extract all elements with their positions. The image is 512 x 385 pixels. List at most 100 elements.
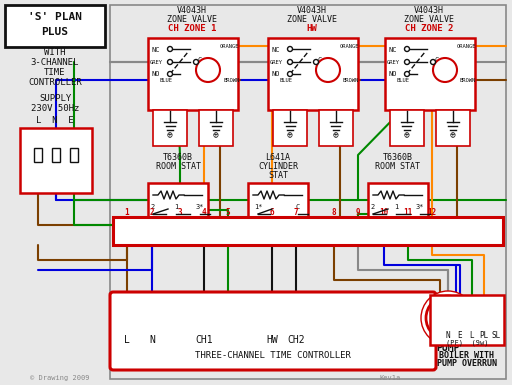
Circle shape bbox=[371, 212, 375, 216]
Circle shape bbox=[294, 325, 298, 329]
Text: ⊕: ⊕ bbox=[450, 130, 456, 140]
Circle shape bbox=[446, 310, 450, 314]
Circle shape bbox=[199, 233, 209, 243]
Bar bbox=[268, 38, 358, 110]
Text: NC: NC bbox=[389, 47, 397, 53]
Circle shape bbox=[468, 304, 476, 312]
Circle shape bbox=[70, 134, 78, 142]
Bar bbox=[113, 217, 503, 245]
Text: 3*: 3* bbox=[196, 204, 204, 210]
Circle shape bbox=[470, 306, 474, 310]
Text: PUMP: PUMP bbox=[436, 343, 460, 353]
Text: T6360B: T6360B bbox=[163, 152, 193, 161]
Text: ROOM STAT: ROOM STAT bbox=[375, 161, 420, 171]
Circle shape bbox=[33, 179, 42, 187]
Circle shape bbox=[421, 291, 475, 345]
Circle shape bbox=[430, 223, 434, 227]
Text: © Drawing 2009: © Drawing 2009 bbox=[30, 375, 90, 381]
Circle shape bbox=[54, 168, 58, 172]
Circle shape bbox=[223, 233, 233, 243]
Bar bbox=[70, 148, 78, 162]
Circle shape bbox=[223, 219, 233, 231]
Text: 3-CHANNEL: 3-CHANNEL bbox=[31, 57, 79, 67]
Circle shape bbox=[167, 60, 173, 65]
Text: T6360B: T6360B bbox=[383, 152, 413, 161]
Circle shape bbox=[199, 306, 209, 318]
Circle shape bbox=[72, 136, 76, 140]
Text: NO: NO bbox=[389, 71, 397, 77]
Circle shape bbox=[54, 136, 58, 140]
Text: CH2: CH2 bbox=[287, 335, 305, 345]
Text: ORANGE: ORANGE bbox=[457, 44, 477, 49]
Text: C: C bbox=[435, 57, 439, 63]
Text: 7: 7 bbox=[294, 208, 298, 216]
Circle shape bbox=[352, 219, 364, 231]
Circle shape bbox=[294, 223, 298, 227]
Text: L: L bbox=[454, 318, 458, 328]
Text: 1*: 1* bbox=[254, 204, 262, 210]
Text: C: C bbox=[198, 57, 202, 63]
Text: NC: NC bbox=[272, 47, 280, 53]
Circle shape bbox=[199, 321, 209, 333]
Circle shape bbox=[70, 179, 78, 187]
Text: 2: 2 bbox=[151, 204, 155, 210]
Circle shape bbox=[33, 134, 42, 142]
Bar bbox=[390, 110, 424, 146]
Text: PL: PL bbox=[479, 330, 488, 340]
Circle shape bbox=[196, 210, 204, 218]
Circle shape bbox=[382, 236, 386, 240]
Bar bbox=[273, 110, 307, 146]
Text: CYLINDER: CYLINDER bbox=[258, 161, 298, 171]
Circle shape bbox=[121, 321, 133, 333]
Text: 3*: 3* bbox=[416, 204, 424, 210]
Circle shape bbox=[426, 219, 437, 231]
Circle shape bbox=[146, 306, 158, 318]
Text: 11: 11 bbox=[403, 208, 413, 216]
Text: CH ZONE 2: CH ZONE 2 bbox=[405, 23, 453, 32]
Circle shape bbox=[121, 219, 133, 231]
Text: CONTROLLER: CONTROLLER bbox=[28, 77, 82, 87]
Text: NC: NC bbox=[152, 47, 160, 53]
Circle shape bbox=[431, 60, 436, 65]
Text: TIME: TIME bbox=[44, 67, 66, 77]
Text: GREY: GREY bbox=[387, 60, 399, 65]
Circle shape bbox=[453, 308, 459, 315]
Text: GREY: GREY bbox=[269, 60, 283, 65]
Text: GREY: GREY bbox=[150, 60, 162, 65]
Text: 5: 5 bbox=[226, 208, 230, 216]
Text: BROWN: BROWN bbox=[460, 77, 476, 82]
Circle shape bbox=[175, 233, 185, 243]
Bar bbox=[148, 183, 208, 231]
Circle shape bbox=[36, 168, 40, 172]
Circle shape bbox=[150, 236, 154, 240]
Circle shape bbox=[288, 60, 292, 65]
Circle shape bbox=[288, 47, 292, 52]
Circle shape bbox=[454, 310, 458, 314]
Circle shape bbox=[406, 236, 410, 240]
Circle shape bbox=[202, 310, 206, 314]
Circle shape bbox=[199, 219, 209, 231]
Circle shape bbox=[72, 168, 76, 172]
Text: L: L bbox=[124, 335, 130, 345]
Circle shape bbox=[426, 233, 437, 243]
Text: PUMP OVERRUN: PUMP OVERRUN bbox=[437, 360, 497, 368]
Bar bbox=[20, 128, 92, 193]
Circle shape bbox=[172, 210, 180, 218]
Text: 4: 4 bbox=[202, 208, 206, 216]
Text: ZONE VALVE: ZONE VALVE bbox=[167, 15, 217, 23]
Circle shape bbox=[332, 223, 336, 227]
Circle shape bbox=[125, 325, 129, 329]
Text: M: M bbox=[442, 66, 449, 76]
Text: (PF)  (9w): (PF) (9w) bbox=[446, 340, 488, 346]
Text: ⊕: ⊕ bbox=[404, 130, 410, 140]
Circle shape bbox=[492, 304, 500, 312]
Text: 9: 9 bbox=[356, 208, 360, 216]
Circle shape bbox=[150, 310, 154, 314]
Circle shape bbox=[494, 320, 498, 324]
Text: STAT: STAT bbox=[268, 171, 288, 179]
Circle shape bbox=[418, 212, 422, 216]
Circle shape bbox=[404, 60, 410, 65]
Text: V4043H: V4043H bbox=[177, 5, 207, 15]
Circle shape bbox=[167, 47, 173, 52]
Text: 2: 2 bbox=[150, 208, 154, 216]
